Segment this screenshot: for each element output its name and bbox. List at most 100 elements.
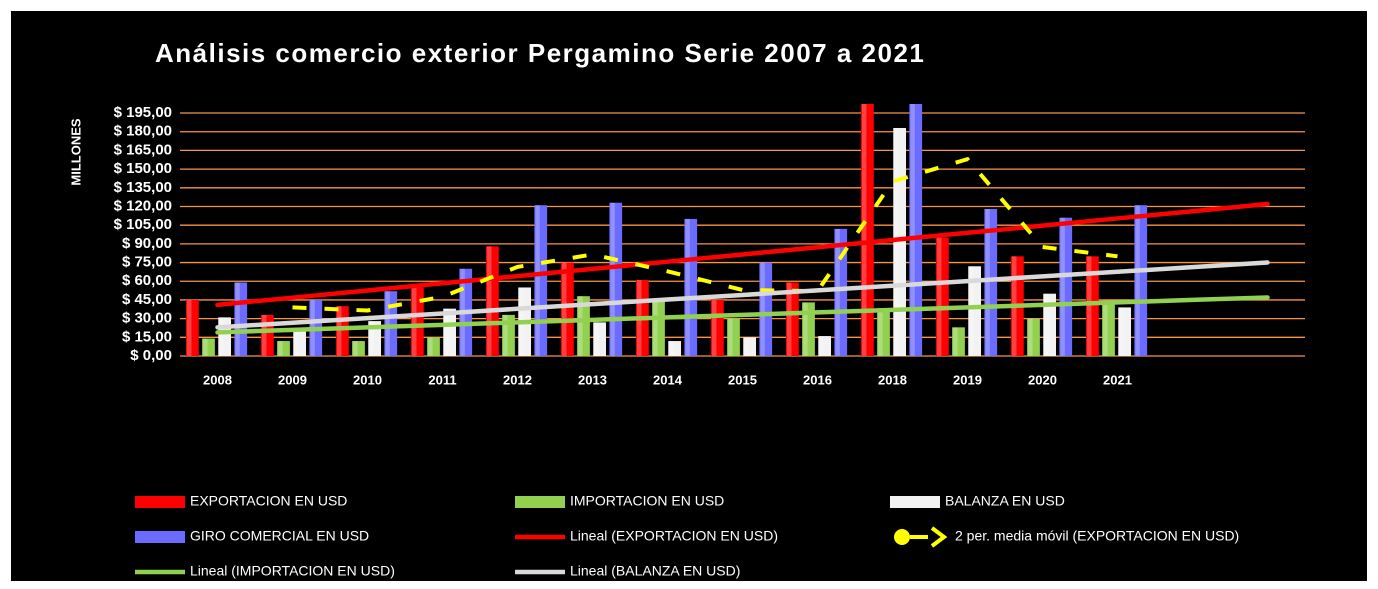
bar: [952, 327, 965, 356]
bar: [668, 341, 681, 356]
bar-highlight: [728, 318, 733, 356]
x-tick-label: 2009: [278, 372, 307, 387]
y-tick-label: $ 180,00: [114, 123, 172, 140]
trend-line: [292, 156, 1118, 313]
y-tick-label: $ 90,00: [122, 235, 172, 252]
bar-highlight: [562, 262, 567, 356]
bar-highlight: [1028, 318, 1033, 356]
bar: [1086, 256, 1099, 356]
bar: [834, 228, 848, 356]
bar: [984, 208, 998, 356]
y-tick-label: $ 60,00: [122, 272, 172, 289]
bar-highlight: [535, 205, 540, 356]
bar: [743, 337, 756, 356]
bar-highlight: [937, 237, 942, 356]
bar-highlight: [1119, 307, 1124, 356]
bar: [1102, 303, 1115, 356]
bar: [1059, 217, 1073, 356]
x-tick-label: 2013: [578, 372, 607, 387]
legend-label: Lineal (EXPORTACION EN USD): [570, 528, 778, 544]
bar-highlight: [669, 341, 674, 356]
bar: [427, 337, 440, 356]
bar: [684, 218, 698, 356]
bar-highlight: [744, 337, 749, 356]
y-axis-label: MILLONES: [68, 118, 83, 185]
bar-highlight: [262, 314, 267, 356]
bar: [909, 104, 923, 356]
bar: [577, 296, 590, 356]
legend-label: GIRO COMERCIAL EN USD: [190, 528, 369, 544]
trend-line: [215, 201, 1270, 308]
bar: [936, 237, 949, 356]
bar: [786, 282, 799, 356]
x-tick-label: 2012: [503, 372, 532, 387]
bar-highlight: [578, 296, 583, 356]
bar: [1118, 307, 1131, 356]
y-tick-label: $ 30,00: [122, 310, 172, 327]
legend-label: Lineal (BALANZA EN USD): [570, 563, 740, 579]
bar: [1027, 318, 1040, 356]
bar-highlight: [203, 338, 208, 356]
y-tick-label: $ 150,00: [114, 160, 172, 177]
bar: [727, 318, 740, 356]
y-tick-label: $ 165,00: [114, 141, 172, 158]
bar: [443, 308, 456, 356]
bar-highlight: [1103, 303, 1108, 356]
bar-highlight: [1087, 256, 1092, 356]
bar-highlight: [412, 287, 417, 356]
bar-highlight: [1044, 293, 1049, 356]
y-tick-label: $ 75,00: [122, 254, 172, 271]
bar-highlight: [294, 331, 299, 356]
bar-highlight: [187, 299, 192, 356]
bar: [186, 299, 199, 356]
x-tick-label: 2021: [1103, 372, 1132, 387]
bar-highlight: [894, 127, 899, 357]
legend-label: IMPORTACION EN USD: [570, 493, 724, 509]
bar: [861, 104, 874, 356]
x-tick-label: 2019: [953, 372, 982, 387]
bar-highlight: [219, 317, 224, 356]
legend-swatch: [135, 496, 185, 508]
x-tick-label: 2011: [428, 372, 456, 387]
bar-highlight: [653, 301, 658, 356]
bar-highlight: [337, 306, 342, 356]
x-tick-label: 2015: [728, 372, 757, 387]
y-tick-label: $ 135,00: [114, 179, 172, 196]
bar: [486, 246, 499, 356]
bar: [1134, 205, 1148, 356]
bar-highlight: [953, 327, 958, 356]
legend-label: Lineal (IMPORTACION EN USD): [190, 563, 395, 579]
x-tick-label: 2014: [653, 372, 683, 387]
bar-highlight: [235, 282, 240, 356]
bar-highlight: [803, 302, 808, 356]
bar: [293, 331, 306, 356]
bar-highlight: [878, 308, 883, 356]
bar: [652, 301, 665, 356]
plot-area: [186, 104, 1270, 357]
bar-highlight: [428, 337, 433, 356]
bar-highlight: [278, 341, 283, 356]
bar-highlight: [594, 322, 599, 356]
bar: [968, 266, 981, 356]
bar-highlight: [1135, 205, 1140, 356]
y-tick-label: $ 0,00: [130, 347, 172, 364]
legend-label: EXPORTACION EN USD: [190, 493, 347, 509]
bar-highlight: [503, 314, 508, 356]
bar-highlight: [969, 266, 974, 356]
x-tick-label: 2010: [353, 372, 382, 387]
legend-label: BALANZA EN USD: [945, 493, 1065, 509]
bar-highlight: [610, 202, 615, 356]
x-tick-label: 2018: [878, 372, 907, 387]
bar: [759, 262, 773, 356]
y-tick-label: $ 120,00: [114, 197, 172, 214]
x-tick-label: 2016: [803, 372, 832, 387]
legend-swatch: [515, 496, 565, 508]
bar: [561, 262, 574, 356]
legend-swatch: [910, 526, 948, 548]
bar: [277, 341, 290, 356]
bar: [593, 322, 606, 356]
bar-highlight: [910, 104, 915, 356]
bar: [818, 336, 831, 356]
trend-line: [215, 260, 1270, 330]
